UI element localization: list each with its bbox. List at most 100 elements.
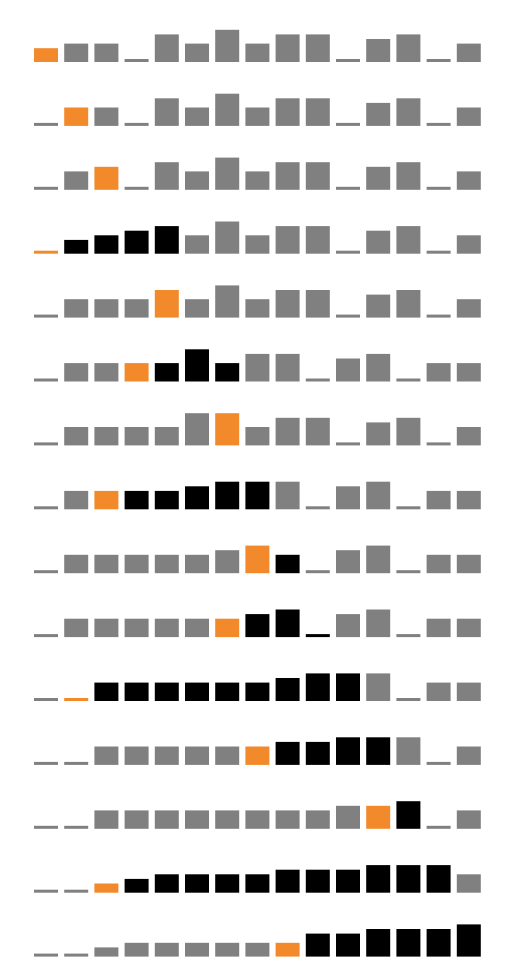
bar-unsorted bbox=[34, 698, 58, 701]
bar-sorted bbox=[124, 490, 149, 510]
bar-unsorted bbox=[456, 427, 481, 446]
bar-unsorted bbox=[366, 481, 391, 510]
bar-unsorted bbox=[396, 417, 421, 446]
bar-unsorted bbox=[64, 554, 89, 574]
bar-unsorted bbox=[185, 554, 209, 574]
bar-unsorted bbox=[215, 221, 240, 254]
bar-sorted bbox=[124, 682, 149, 701]
bar-unsorted bbox=[305, 34, 330, 62]
bar-unsorted bbox=[124, 942, 149, 957]
bar-unsorted bbox=[426, 761, 451, 765]
bar-unsorted bbox=[456, 554, 481, 574]
bar-sorted bbox=[275, 678, 300, 701]
step-row-7 bbox=[34, 413, 481, 446]
bar-unsorted bbox=[336, 314, 360, 318]
bar-unsorted bbox=[305, 290, 330, 318]
step-row-13 bbox=[34, 801, 481, 829]
bar-sorted bbox=[215, 363, 240, 382]
bar-unsorted bbox=[185, 299, 209, 318]
bar-unsorted bbox=[426, 122, 451, 126]
bar-sorted bbox=[336, 673, 360, 701]
bar-unsorted bbox=[64, 43, 89, 62]
bar-sorted bbox=[305, 869, 330, 893]
bar-active bbox=[34, 250, 58, 254]
bar-unsorted bbox=[426, 554, 451, 574]
bar-sorted bbox=[94, 682, 119, 701]
bar-sorted bbox=[154, 226, 179, 254]
bar-unsorted bbox=[456, 874, 481, 893]
bar-unsorted bbox=[456, 107, 481, 126]
bar-unsorted bbox=[64, 618, 89, 638]
step-row-14 bbox=[34, 865, 481, 893]
bar-unsorted bbox=[185, 942, 209, 957]
bar-unsorted bbox=[94, 299, 119, 318]
bar-sorted bbox=[215, 481, 240, 510]
bar-unsorted bbox=[94, 746, 119, 765]
bar-unsorted bbox=[154, 554, 179, 574]
bar-unsorted bbox=[154, 942, 179, 957]
bar-unsorted bbox=[245, 810, 270, 829]
bar-unsorted bbox=[366, 422, 391, 446]
bar-unsorted bbox=[34, 825, 58, 829]
bar-unsorted bbox=[396, 506, 421, 510]
bar-active bbox=[245, 746, 270, 765]
bar-sorted bbox=[124, 230, 149, 254]
bar-unsorted bbox=[124, 122, 149, 126]
bar-sorted bbox=[64, 239, 89, 254]
bar-sorted bbox=[275, 741, 300, 765]
bar-unsorted bbox=[426, 618, 451, 638]
bar-sorted bbox=[215, 874, 240, 893]
bar-unsorted bbox=[34, 506, 58, 510]
bar-unsorted bbox=[34, 122, 58, 126]
bar-unsorted bbox=[185, 107, 209, 126]
bar-unsorted bbox=[185, 618, 209, 638]
bar-unsorted bbox=[64, 363, 89, 382]
bar-sorted bbox=[336, 869, 360, 893]
bar-unsorted bbox=[456, 490, 481, 510]
step-row-12 bbox=[34, 737, 481, 765]
bar-sorted bbox=[396, 929, 421, 957]
bar-unsorted bbox=[456, 43, 481, 62]
bar-active bbox=[64, 698, 89, 701]
bar-unsorted bbox=[305, 570, 330, 574]
bar-unsorted bbox=[456, 171, 481, 190]
bar-sorted bbox=[305, 933, 330, 957]
bar-sorted bbox=[275, 609, 300, 638]
bar-unsorted bbox=[94, 43, 119, 62]
bar-unsorted bbox=[396, 634, 421, 638]
bar-unsorted bbox=[275, 810, 300, 829]
bar-unsorted bbox=[456, 682, 481, 701]
step-row-3 bbox=[34, 157, 481, 190]
bar-unsorted bbox=[275, 417, 300, 446]
bar-unsorted bbox=[275, 162, 300, 190]
bar-sorted bbox=[366, 737, 391, 765]
bar-sorted bbox=[305, 634, 330, 638]
bar-unsorted bbox=[305, 378, 330, 382]
bar-unsorted bbox=[124, 746, 149, 765]
bar-unsorted bbox=[336, 614, 360, 638]
bar-sorted bbox=[275, 869, 300, 893]
bar-unsorted bbox=[305, 98, 330, 126]
bar-unsorted bbox=[34, 378, 58, 382]
bar-unsorted bbox=[426, 490, 451, 510]
bar-sorted bbox=[245, 682, 270, 701]
bar-unsorted bbox=[396, 162, 421, 190]
bar-unsorted bbox=[396, 698, 421, 701]
bar-sorted bbox=[185, 874, 209, 893]
bar-sorted bbox=[245, 874, 270, 893]
bar-unsorted bbox=[456, 810, 481, 829]
bar-unsorted bbox=[366, 102, 391, 126]
bar-sorted bbox=[94, 235, 119, 254]
step-row-4 bbox=[34, 221, 481, 254]
bar-active bbox=[34, 48, 58, 62]
bar-unsorted bbox=[456, 235, 481, 254]
bar-unsorted bbox=[124, 186, 149, 190]
bar-unsorted bbox=[336, 550, 360, 574]
bar-unsorted bbox=[305, 162, 330, 190]
bar-unsorted bbox=[456, 618, 481, 638]
bar-sorted bbox=[154, 490, 179, 510]
bar-unsorted bbox=[275, 290, 300, 318]
bar-sorted bbox=[245, 614, 270, 638]
bar-unsorted bbox=[154, 427, 179, 446]
